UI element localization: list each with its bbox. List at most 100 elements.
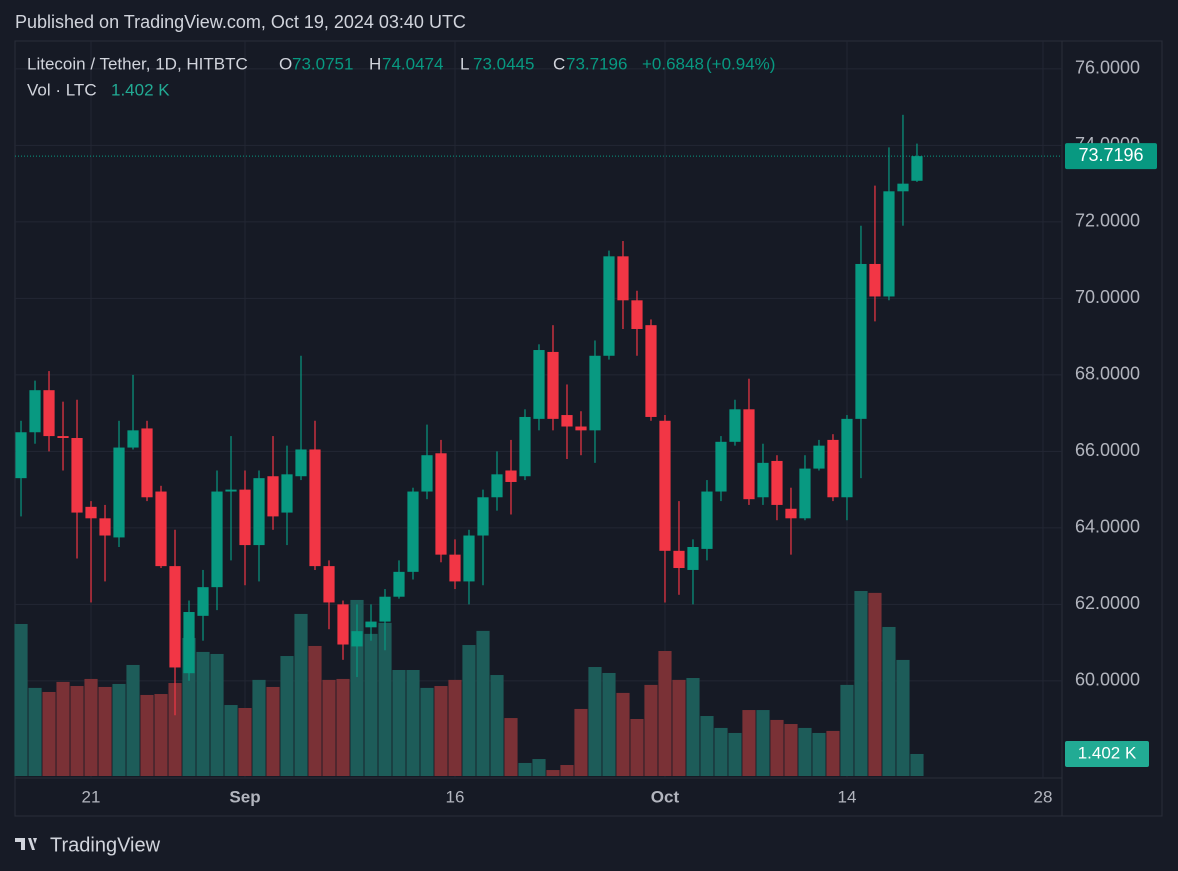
- candle-body: [813, 445, 825, 469]
- candle-body: [99, 518, 111, 536]
- candle-body: [57, 436, 69, 438]
- volume-bar: [252, 679, 266, 776]
- candle-body: [855, 263, 867, 419]
- volume-bar: [616, 692, 630, 776]
- volume-bar: [364, 633, 378, 776]
- y-tick-label: 76.0000: [1075, 58, 1140, 78]
- volume-bar: [784, 724, 798, 776]
- candle-body: [407, 491, 419, 572]
- candle-body: [309, 449, 321, 567]
- candle-body: [71, 437, 83, 513]
- y-tick-label: 66.0000: [1075, 440, 1140, 460]
- legend-ohlc-key: C: [553, 54, 565, 73]
- candle-body: [575, 426, 587, 431]
- price-label-bg: [1065, 143, 1157, 170]
- candle-body: [253, 478, 265, 546]
- candle-body: [547, 351, 559, 419]
- volume-bar: [518, 762, 532, 776]
- volume-bar: [308, 645, 322, 776]
- candle-body: [169, 566, 181, 668]
- candle-body: [911, 156, 923, 181]
- candle-body: [589, 355, 601, 431]
- volume-bar: [210, 653, 224, 776]
- y-tick-label: 72.0000: [1075, 211, 1140, 231]
- volume-bar: [770, 719, 784, 776]
- x-tick-label: 21: [82, 787, 101, 806]
- candle-body: [505, 470, 517, 482]
- volume-bar: [532, 759, 546, 776]
- volume-bar: [854, 591, 868, 776]
- volume-bar: [700, 716, 714, 776]
- candle-body: [29, 390, 41, 433]
- candle-body: [631, 300, 643, 329]
- candle-body: [183, 612, 195, 674]
- volume-bar: [504, 718, 518, 776]
- candle-body: [869, 263, 881, 297]
- volume-bar: [266, 686, 280, 776]
- volume-bar: [112, 683, 126, 776]
- volume-bar: [644, 684, 658, 776]
- footer-logo: [15, 838, 37, 850]
- candle-body: [225, 489, 237, 492]
- candle-body: [379, 596, 391, 622]
- volume-bar: [378, 622, 392, 776]
- volume-label: 1.402 K: [1078, 743, 1137, 762]
- volume-bar: [546, 770, 560, 776]
- volume-bar: [812, 732, 826, 776]
- y-tick-label: 68.0000: [1075, 364, 1140, 384]
- x-tick-label: Sep: [229, 787, 260, 806]
- candle-body: [393, 571, 405, 597]
- volume-bar: [294, 613, 308, 776]
- volume-bar: [420, 687, 434, 776]
- volume-bar: [140, 694, 154, 776]
- candle-body: [113, 447, 125, 538]
- legend-volume-title: Vol · LTC: [27, 80, 97, 99]
- candle-body: [519, 416, 531, 477]
- volume-bar: [168, 683, 182, 776]
- volume-label-bg: [1065, 740, 1149, 767]
- volume-bar: [476, 630, 490, 776]
- candle-body: [771, 460, 783, 505]
- volume-bar: [14, 623, 28, 776]
- candle-body: [841, 418, 853, 498]
- volume-bar: [840, 684, 854, 776]
- volume-bar: [714, 727, 728, 776]
- volume-bar: [896, 659, 910, 776]
- header: Published on TradingView.com, Oct 19, 20…: [15, 12, 466, 32]
- candle-body: [491, 474, 503, 498]
- legend-ohlc-value: 74.0474: [382, 54, 443, 73]
- volume-bar: [196, 651, 210, 776]
- volume-bar: [658, 650, 672, 776]
- volume-bar: [462, 645, 476, 776]
- volume-bar: [154, 694, 168, 776]
- candle-body: [701, 491, 713, 549]
- volume-bar: [42, 691, 56, 776]
- candle-body: [323, 566, 335, 603]
- candle-body: [155, 491, 167, 567]
- candle-body: [827, 439, 839, 498]
- volume-bar: [280, 656, 294, 776]
- candle-body: [617, 256, 629, 301]
- volume-bar: [686, 678, 700, 776]
- volume-bar: [910, 753, 924, 776]
- candle-body: [757, 462, 769, 498]
- volume-bar: [826, 730, 840, 776]
- candle-body: [799, 468, 811, 519]
- y-tick-label: 62.0000: [1075, 593, 1140, 613]
- candle-body: [43, 390, 55, 437]
- y-tick-label: 64.0000: [1075, 517, 1140, 537]
- candle-body: [15, 432, 27, 479]
- candle-body: [659, 420, 671, 551]
- volume-bar: [672, 679, 686, 776]
- volume-bar: [392, 669, 406, 776]
- candle-body: [533, 350, 545, 419]
- candle-body: [127, 430, 139, 448]
- legend-title: Litecoin / Tether, 1D, HITBTC: [27, 54, 248, 73]
- x-tick-label: 28: [1034, 787, 1053, 806]
- candle-body: [239, 489, 251, 546]
- candle-body: [729, 409, 741, 442]
- volume-bar: [406, 669, 420, 776]
- candle-body: [365, 621, 377, 628]
- candle-body: [141, 428, 153, 498]
